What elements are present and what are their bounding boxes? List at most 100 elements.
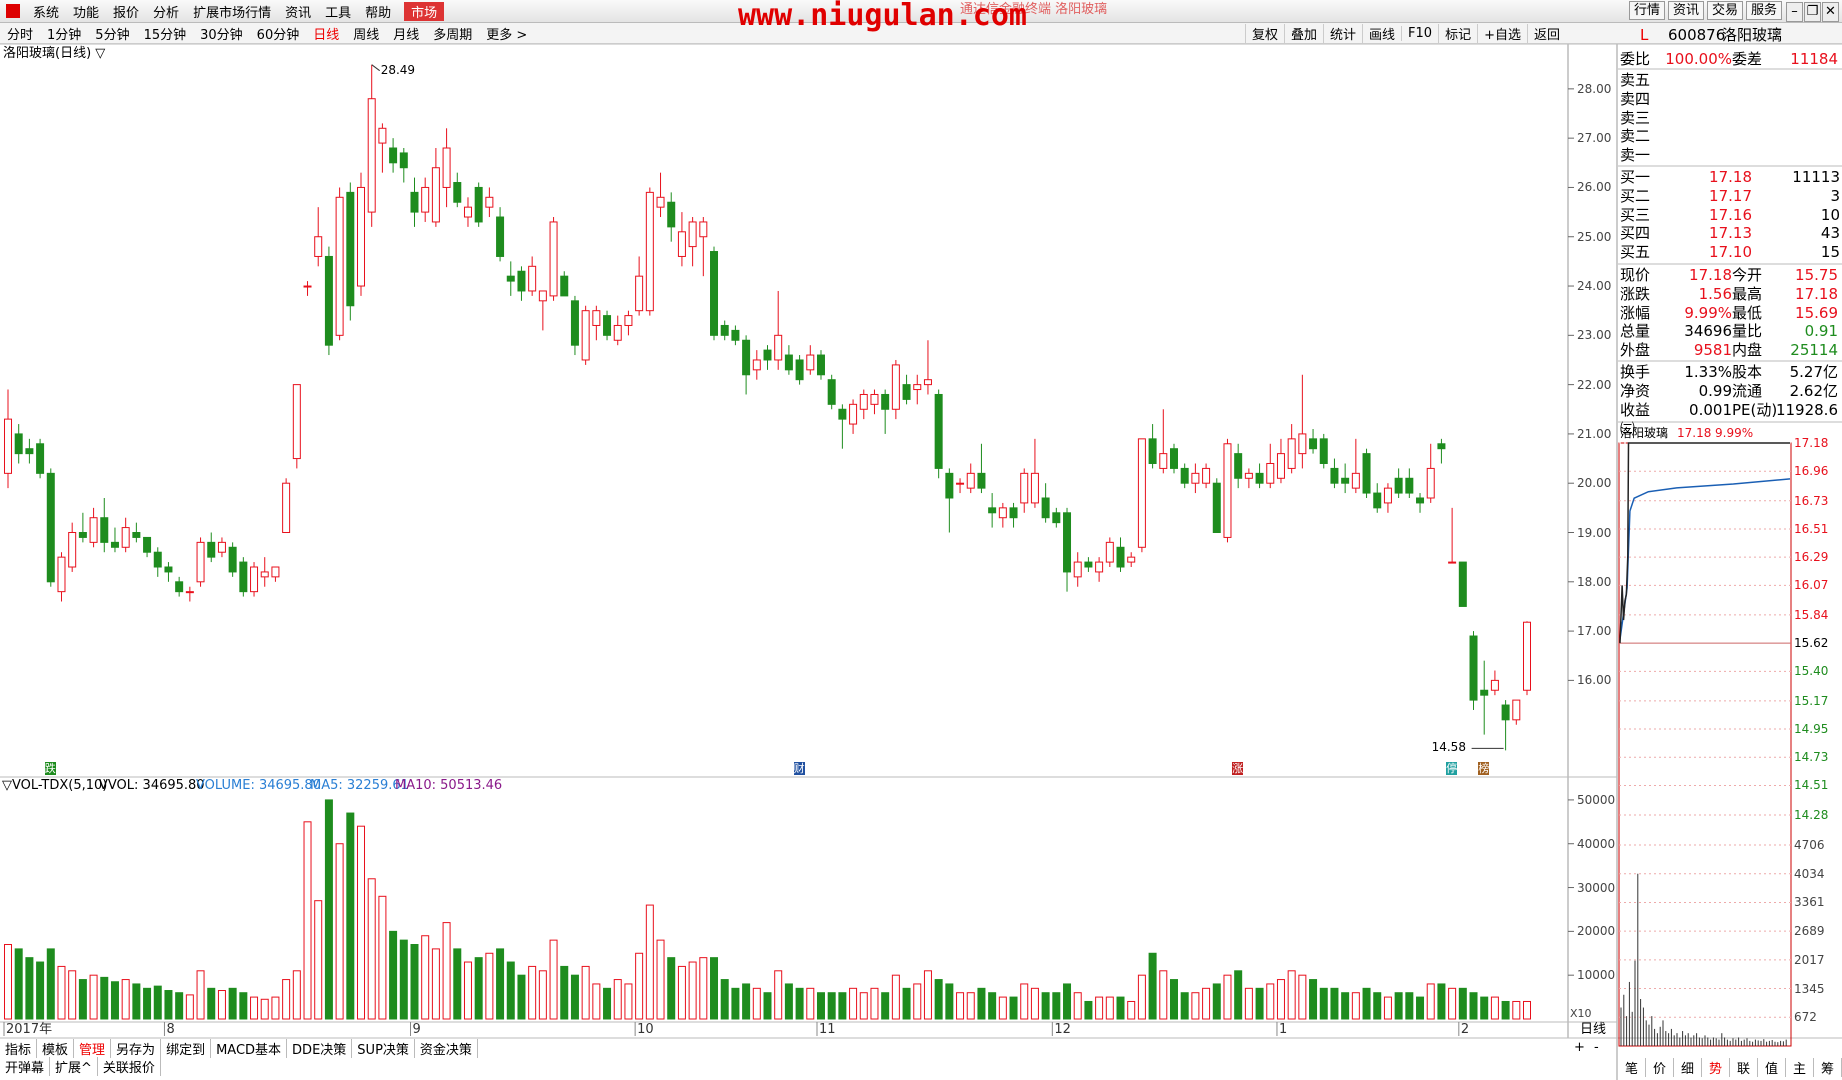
bottom-tab[interactable]: MACD基本 — [211, 1038, 288, 1058]
quote-row: 总量 34696 量比 0.91 — [1620, 322, 1840, 341]
candle-body — [1052, 512, 1061, 524]
high-label: 28.49 — [380, 62, 416, 77]
window-control[interactable]: ❐ — [1804, 2, 1821, 22]
panel-tab[interactable]: 主 — [1786, 1058, 1814, 1077]
bottom-tab[interactable]: SUP决策 — [352, 1038, 415, 1058]
quote-label: 涨跌 — [1620, 284, 1651, 303]
menu-item[interactable]: 分析 — [153, 5, 180, 21]
candle-body — [164, 566, 173, 573]
period-tab[interactable]: 更多 > — [486, 27, 528, 43]
candle-body — [1073, 561, 1082, 578]
bottom-tab[interactable]: 模板 — [37, 1038, 75, 1058]
y-tick-label: 26.00 — [1577, 180, 1612, 195]
menu-item[interactable]: 帮助 — [365, 5, 392, 21]
event-marker[interactable]: 涨 — [1232, 762, 1244, 775]
x-tick-label: 9 — [412, 1022, 421, 1037]
menu-item[interactable]: 报价 — [113, 5, 140, 21]
volume-bar — [271, 996, 280, 1020]
low-label: 14.58 — [1431, 740, 1466, 755]
period-tab[interactable]: 5分钟 — [95, 27, 130, 43]
zoom-button[interactable]: + — [1574, 1040, 1585, 1055]
candle-body — [1030, 472, 1039, 504]
window-control[interactable]: – — [1786, 2, 1803, 22]
tool-button[interactable]: 叠加 — [1283, 23, 1323, 43]
bottom-tab[interactable]: 关联报价 — [98, 1056, 161, 1076]
y-tick-label: 4034 — [1794, 866, 1825, 881]
app-icon — [6, 4, 20, 18]
period-tab[interactable]: 周线 — [353, 27, 380, 43]
volume-bar — [1330, 987, 1339, 1020]
candle-body — [538, 290, 547, 302]
top-button[interactable]: 交易 — [1706, 1, 1743, 20]
candle-body — [1480, 689, 1489, 696]
top-button[interactable]: 资讯 — [1667, 1, 1704, 20]
bottom-tab[interactable]: 管理 — [74, 1038, 112, 1058]
candle-body — [1116, 546, 1125, 568]
period-tab[interactable]: 日线 — [313, 27, 340, 43]
panel-tab[interactable]: 势 — [1702, 1058, 1730, 1077]
menu-item[interactable]: 资讯 — [285, 5, 312, 21]
tool-button[interactable]: 复权 — [1244, 23, 1284, 43]
y-tick-label: 14.51 — [1794, 778, 1829, 793]
period-tab[interactable]: 1分钟 — [47, 27, 82, 43]
period-tab[interactable]: 15分钟 — [143, 27, 187, 43]
bottom-tab[interactable]: 另存为 — [111, 1038, 162, 1058]
y-tick-label: 30000 — [1577, 880, 1616, 895]
menu-item[interactable]: 功能 — [73, 5, 100, 21]
menu-item[interactable]: 系统 — [33, 5, 60, 21]
bottom-tab[interactable]: 绑定到 — [161, 1038, 212, 1058]
event-marker[interactable]: 跌 — [44, 762, 56, 775]
period-tab[interactable]: 分时 — [7, 27, 34, 43]
top-button[interactable]: 服务 — [1745, 1, 1782, 20]
quote-value: 9581 — [1693, 341, 1732, 360]
panel-tab[interactable]: 筹 — [1814, 1058, 1842, 1077]
panel-tab[interactable]: 联 — [1730, 1058, 1758, 1077]
period-tab[interactable]: 30分钟 — [200, 27, 243, 43]
panel-tab[interactable]: 细 — [1674, 1058, 1702, 1077]
volume-bar — [528, 965, 537, 1020]
bottom-tab[interactable]: 开弹幕 — [0, 1056, 51, 1076]
bottom-tab[interactable]: DDE决策 — [287, 1038, 353, 1058]
menu-item[interactable]: 扩展市场行情 — [193, 5, 272, 21]
tool-button[interactable]: 统计 — [1323, 23, 1362, 43]
event-marker[interactable]: 榜 — [1478, 762, 1490, 775]
tool-button[interactable]: 返回 — [1526, 23, 1566, 43]
y-tick-label: 50000 — [1577, 792, 1616, 807]
menu-item[interactable]: 工具 — [325, 5, 352, 21]
bottom-tab[interactable]: 资金决策 — [415, 1038, 478, 1058]
volume-bar — [185, 994, 194, 1020]
volume-bar — [399, 939, 408, 1020]
tool-button[interactable]: 标记 — [1438, 23, 1477, 43]
bottom-tab[interactable]: 扩展^ — [50, 1056, 98, 1076]
event-marker[interactable]: 财 — [793, 762, 805, 775]
tool-button[interactable]: +自选 — [1477, 23, 1527, 43]
quote-row: 现价 17.18 今开 15.75 — [1620, 266, 1840, 285]
period-tab[interactable]: 月线 — [393, 27, 420, 43]
candle-body — [378, 127, 387, 144]
tool-button[interactable]: 画线 — [1362, 23, 1401, 43]
volume-bar — [463, 961, 472, 1020]
panel-tab[interactable]: 值 — [1758, 1058, 1786, 1077]
candle-body — [720, 324, 729, 336]
period-tab[interactable]: 60分钟 — [256, 27, 300, 43]
candle-body — [859, 393, 868, 410]
candle-body — [1373, 492, 1382, 509]
window-title: 通达信金融终端 洛阳玻璃 — [960, 2, 1108, 17]
volume-bar — [763, 992, 772, 1020]
top-button[interactable]: 行情 — [1628, 1, 1665, 20]
zoom-button[interactable]: - — [1594, 1040, 1599, 1055]
window-control[interactable]: ✕ — [1822, 2, 1839, 22]
candle-body — [185, 591, 194, 594]
candle-body — [1523, 621, 1531, 691]
panel-tab[interactable]: 价 — [1646, 1058, 1674, 1077]
volume-bar — [506, 961, 515, 1020]
y-tick-label: 15.17 — [1794, 693, 1829, 708]
bottom-tab[interactable]: 指标 — [0, 1038, 38, 1058]
tool-button[interactable]: F10 — [1401, 25, 1438, 41]
volume-bar — [389, 930, 398, 1020]
market-button[interactable]: 市场 — [404, 1, 445, 21]
event-marker[interactable]: 停 — [1446, 762, 1458, 775]
candle-body — [324, 255, 333, 346]
panel-tab[interactable]: 笔 — [1618, 1058, 1646, 1077]
period-tab[interactable]: 多周期 — [433, 27, 473, 43]
